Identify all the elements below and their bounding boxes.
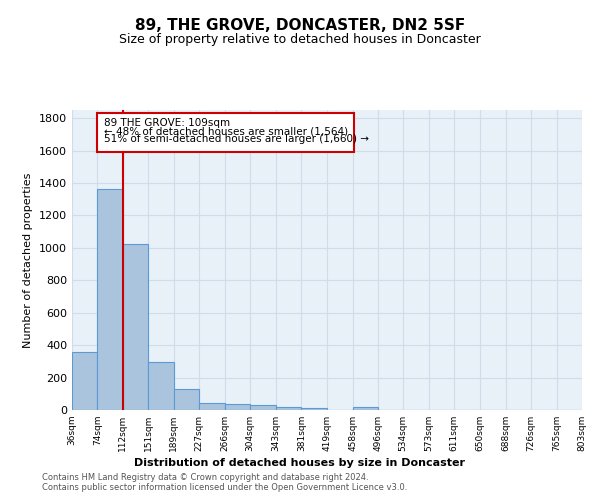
Text: 51% of semi-detached houses are larger (1,660) →: 51% of semi-detached houses are larger (… (104, 134, 369, 144)
Text: Distribution of detached houses by size in Doncaster: Distribution of detached houses by size … (134, 458, 466, 468)
Bar (72, 352, 97, 410)
Y-axis label: Number of detached properties: Number of detached properties (23, 172, 34, 348)
FancyBboxPatch shape (97, 113, 354, 152)
Text: Contains HM Land Registry data © Crown copyright and database right 2024.
Contai: Contains HM Land Registry data © Crown c… (42, 473, 407, 492)
Bar (148, 362, 174, 410)
Bar (250, 405, 276, 410)
Text: 89, THE GROVE, DONCASTER, DN2 5SF: 89, THE GROVE, DONCASTER, DN2 5SF (135, 18, 465, 32)
Bar (276, 407, 301, 410)
Bar (97, 190, 122, 410)
Bar (122, 244, 148, 410)
Bar (225, 404, 250, 410)
Bar (301, 408, 326, 410)
Text: 89 THE GROVE: 109sqm: 89 THE GROVE: 109sqm (104, 118, 230, 128)
Text: ← 48% of detached houses are smaller (1,564): ← 48% of detached houses are smaller (1,… (104, 126, 348, 136)
Bar (199, 403, 225, 410)
Text: Size of property relative to detached houses in Doncaster: Size of property relative to detached ho… (119, 32, 481, 46)
Bar (353, 407, 378, 410)
Bar (174, 389, 199, 410)
